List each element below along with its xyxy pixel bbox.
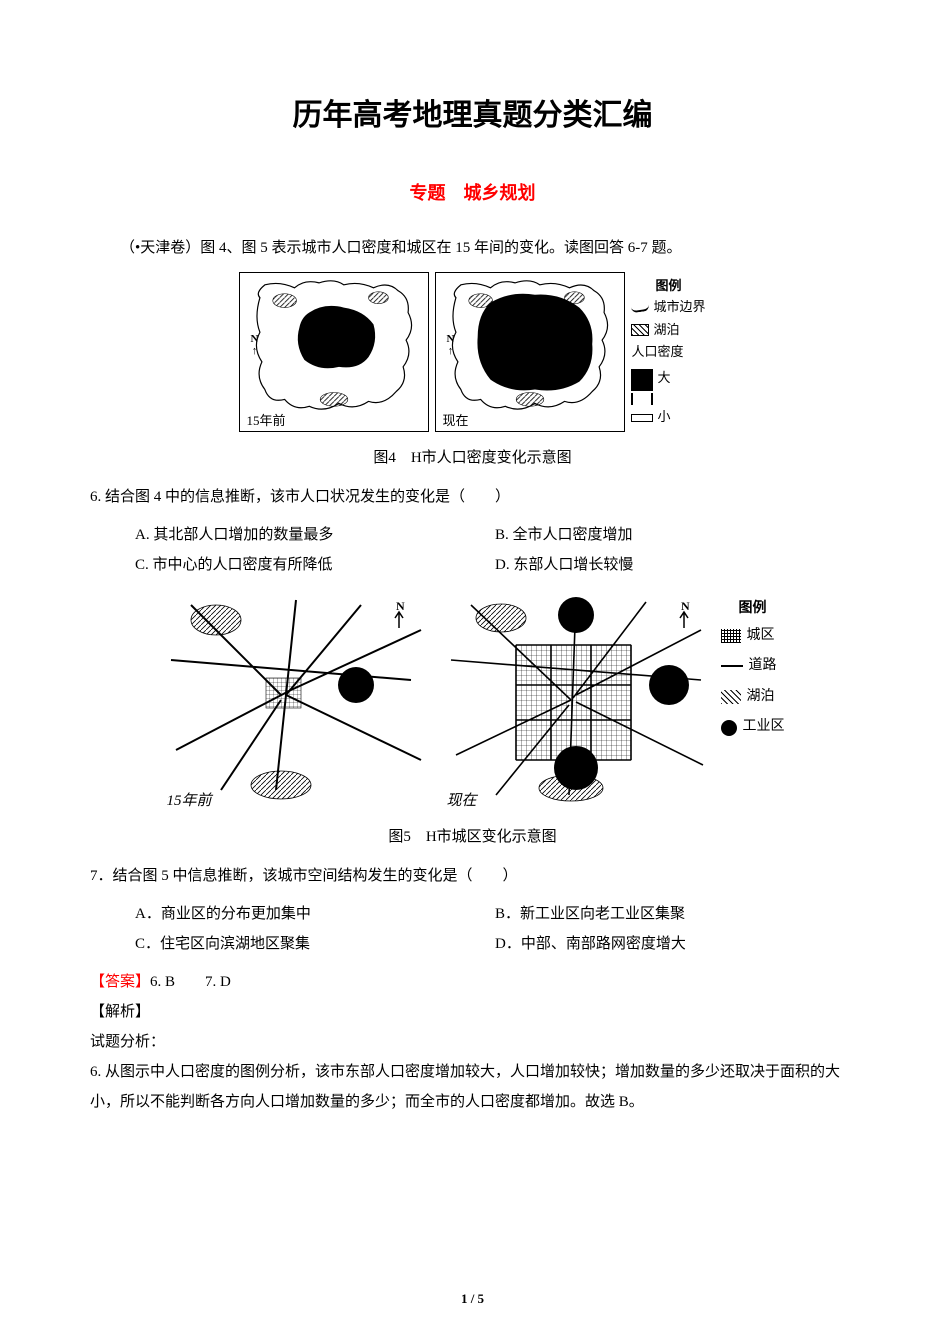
lake-icon bbox=[631, 324, 649, 336]
mid-density-icon bbox=[631, 393, 653, 405]
answer-line: 【答案】6. B 7. D bbox=[90, 967, 855, 997]
q6-stem: 6. 结合图 4 中的信息推断，该市人口状况发生的变化是（ ） bbox=[90, 482, 855, 512]
road-icon bbox=[721, 665, 743, 667]
legend-high: 大 bbox=[657, 368, 670, 389]
svg-text:N: N bbox=[681, 599, 690, 613]
fig4-left-label: 15年前 bbox=[246, 410, 285, 429]
legend-lake: 湖泊 bbox=[653, 320, 679, 341]
fig5-map-right: N 现在 bbox=[441, 590, 711, 810]
fig4-right-label: 现在 bbox=[442, 410, 468, 429]
analysis-label: 【解析】 bbox=[90, 997, 855, 1027]
legend-title: 图例 bbox=[721, 596, 785, 623]
fig5-right-label: 现在 bbox=[447, 789, 477, 810]
answer-label: 【答案】 bbox=[90, 974, 150, 990]
legend-urban: 城区 bbox=[747, 623, 775, 650]
high-density-icon bbox=[631, 369, 653, 391]
fig4-map-left: N↑ 15年前 bbox=[239, 272, 429, 432]
analysis-body: 6. 从图示中人口密度的图例分析，该市东部人口密度增加较大，人口增加较快；增加数… bbox=[90, 1057, 855, 1117]
q7-option-b: B．新工业区向老工业区集聚 bbox=[495, 899, 855, 929]
fig4-caption: 图4 H市人口密度变化示意图 bbox=[90, 446, 855, 467]
document-title: 历年高考地理真题分类汇编 bbox=[90, 90, 855, 134]
answer-text: 6. B 7. D bbox=[150, 974, 231, 990]
compass-icon: N↑ bbox=[446, 333, 454, 357]
q7-option-d: D．中部、南部路网密度增大 bbox=[495, 929, 855, 959]
urban-icon bbox=[721, 629, 741, 643]
industry-icon bbox=[721, 720, 737, 736]
legend-title: 图例 bbox=[631, 276, 705, 297]
document-subtitle: 专题 城乡规划 bbox=[90, 179, 855, 205]
q6-options-row1: A. 其北部人口增加的数量最多 B. 全市人口密度增加 bbox=[135, 520, 855, 550]
q7-option-a: A．商业区的分布更加集中 bbox=[135, 899, 495, 929]
q7-option-c: C．住宅区向滨湖地区聚集 bbox=[135, 929, 495, 959]
compass-icon: N↑ bbox=[250, 333, 258, 357]
q7-stem: 7．结合图 5 中信息推断，该城市空间结构发生的变化是（ ） bbox=[90, 861, 855, 891]
legend-lake-5: 湖泊 bbox=[747, 684, 775, 711]
fig5-left-label: 15年前 bbox=[167, 789, 212, 810]
fig5-caption: 图5 H市城区变化示意图 bbox=[90, 825, 855, 846]
legend-road: 道路 bbox=[749, 653, 777, 680]
q7-options-row1: A．商业区的分布更加集中 B．新工业区向老工业区集聚 bbox=[135, 899, 855, 929]
legend-industry: 工业区 bbox=[743, 714, 785, 741]
q6-options-row2: C. 市中心的人口密度有所降低 D. 东部人口增长较慢 bbox=[135, 550, 855, 580]
low-density-icon bbox=[631, 414, 653, 422]
page-number: 1 / 5 bbox=[0, 1291, 945, 1307]
q6-option-b: B. 全市人口密度增加 bbox=[495, 520, 855, 550]
fig4-legend: 图例 城市边界 湖泊 人口密度 大 小 bbox=[631, 272, 705, 430]
lake-icon bbox=[721, 690, 741, 704]
analysis-sub: 试题分析： bbox=[90, 1027, 855, 1057]
legend-low: 小 bbox=[657, 407, 670, 428]
legend-density: 人口密度 bbox=[631, 342, 683, 363]
fig5-legend: 图例 城区 道路 湖泊 工业区 bbox=[721, 590, 785, 745]
fig4-map-right: N↑ 现在 bbox=[435, 272, 625, 432]
q6-option-d: D. 东部人口增长较慢 bbox=[495, 550, 855, 580]
figure-5: N 15年前 bbox=[90, 590, 855, 815]
boundary-icon bbox=[631, 301, 650, 313]
legend-boundary: 城市边界 bbox=[653, 297, 705, 318]
q7-options-row2: C．住宅区向滨湖地区聚集 D．中部、南部路网密度增大 bbox=[135, 929, 855, 959]
figure-4: N↑ 15年前 N↑ 现在 bbox=[90, 272, 855, 436]
q6-option-a: A. 其北部人口增加的数量最多 bbox=[135, 520, 495, 550]
svg-text:N: N bbox=[396, 599, 405, 613]
q6-option-c: C. 市中心的人口密度有所降低 bbox=[135, 550, 495, 580]
fig5-map-left: N 15年前 bbox=[161, 590, 431, 810]
intro-paragraph: （•天津卷）图 4、图 5 表示城市人口密度和城区在 15 年间的变化。读图回答… bbox=[90, 235, 855, 262]
